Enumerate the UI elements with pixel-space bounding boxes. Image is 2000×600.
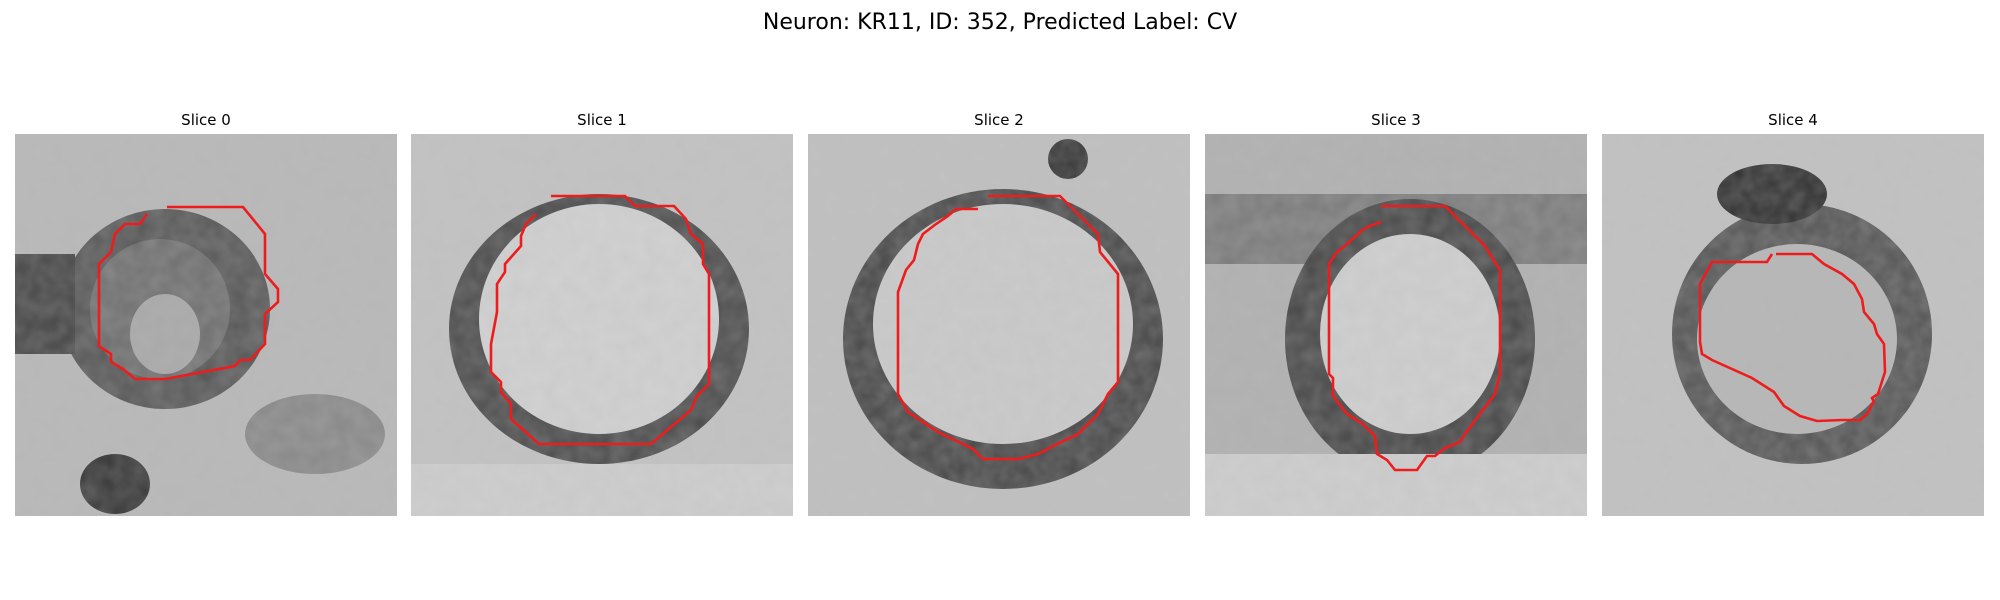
slice-title-1: Slice 1 <box>577 111 627 129</box>
slice-title-0: Slice 0 <box>181 111 231 129</box>
slice-contour-1 <box>489 194 711 446</box>
slice-image-4 <box>1602 134 1984 516</box>
slice-contour-4 <box>1698 252 1887 423</box>
slice-contour-2 <box>896 194 1120 461</box>
slice-title-3: Slice 3 <box>1371 111 1421 129</box>
slice-image-2 <box>808 134 1190 516</box>
figure-title: Neuron: KR11, ID: 352, Predicted Label: … <box>762 10 1238 35</box>
slice-title-4: Slice 4 <box>1768 111 1818 129</box>
slice-image-0 <box>15 134 397 516</box>
slice-contour-3 <box>1327 204 1502 472</box>
slice-image-1 <box>411 134 793 516</box>
slice-image-3 <box>1205 134 1587 516</box>
slice-title-2: Slice 2 <box>974 111 1024 129</box>
slice-contour-0 <box>97 205 280 381</box>
